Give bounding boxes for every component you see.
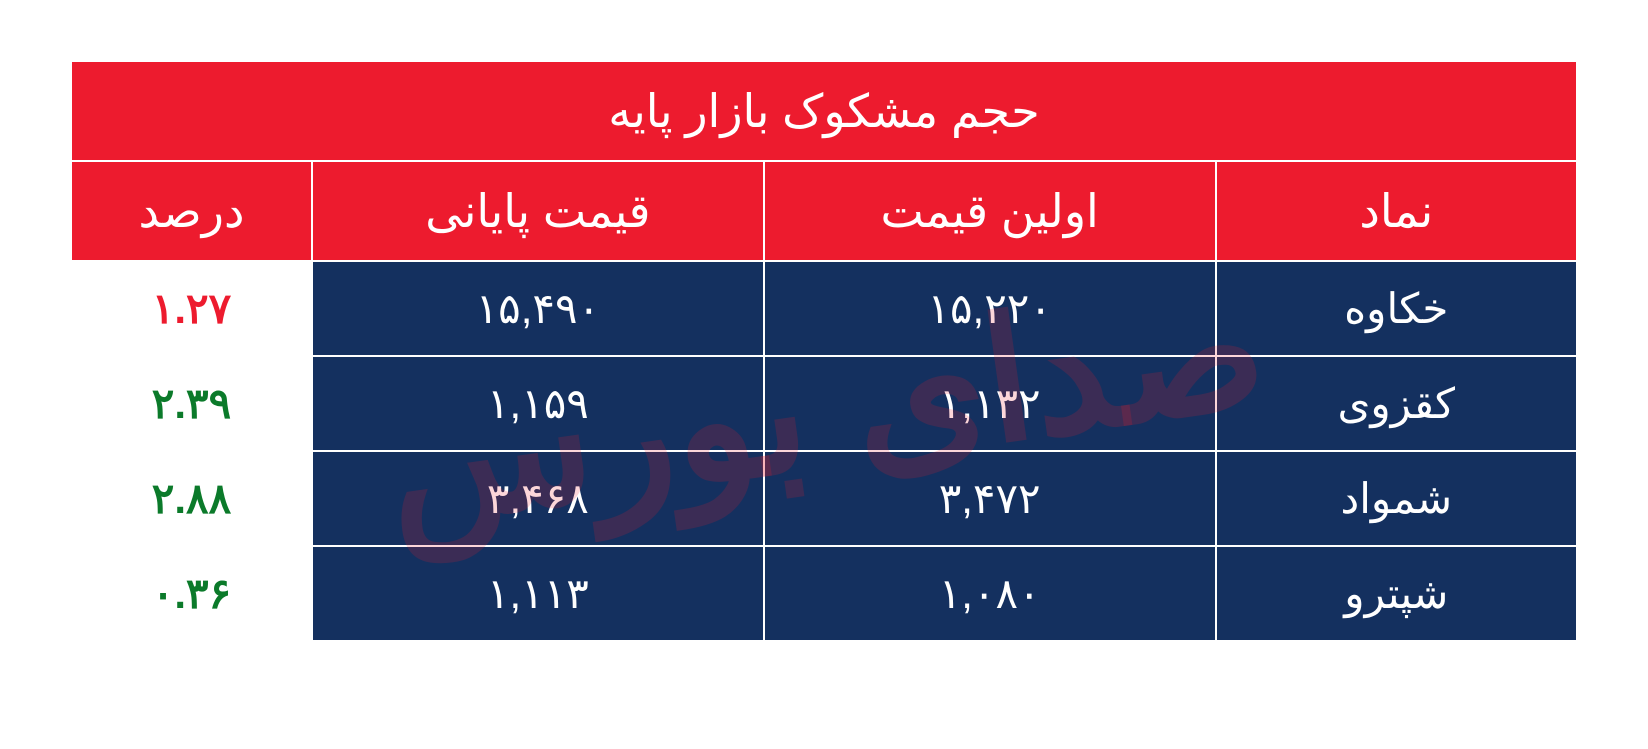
cell-percent: ۱.۲۷: [71, 261, 312, 356]
table-title: حجم مشکوک بازار پایه: [71, 61, 1577, 161]
table-row: کقزوی۱,۱۳۲۱,۱۵۹۲.۳۹: [71, 356, 1577, 451]
cell-first-price: ۱۵,۲۲۰: [764, 261, 1216, 356]
table-row: شپترو۱,۰۸۰۱,۱۱۳۰.۳۶: [71, 546, 1577, 641]
header-percent: درصد: [71, 161, 312, 261]
cell-first-price: ۳,۴۷۲: [764, 451, 1216, 546]
table-row: خکاوه۱۵,۲۲۰۱۵,۴۹۰۱.۲۷: [71, 261, 1577, 356]
table-body: خکاوه۱۵,۲۲۰۱۵,۴۹۰۱.۲۷کقزوی۱,۱۳۲۱,۱۵۹۲.۳۹…: [71, 261, 1577, 641]
cell-symbol: خکاوه: [1216, 261, 1577, 356]
title-row: حجم مشکوک بازار پایه: [71, 61, 1577, 161]
cell-last-price: ۱,۱۵۹: [312, 356, 764, 451]
cell-symbol: شپترو: [1216, 546, 1577, 641]
header-row: نماد اولین قیمت قیمت پایانی درصد: [71, 161, 1577, 261]
cell-percent: ۲.۳۹: [71, 356, 312, 451]
cell-first-price: ۱,۱۳۲: [764, 356, 1216, 451]
cell-last-price: ۳,۴۶۸: [312, 451, 764, 546]
table-row: شمواد۳,۴۷۲۳,۴۶۸۲.۸۸: [71, 451, 1577, 546]
market-table: حجم مشکوک بازار پایه نماد اولین قیمت قیم…: [70, 60, 1578, 642]
cell-symbol: کقزوی: [1216, 356, 1577, 451]
header-last-price: قیمت پایانی: [312, 161, 764, 261]
table-container: صدای بورس حجم مشکوک بازار پایه نماد اولی…: [0, 0, 1648, 702]
cell-symbol: شمواد: [1216, 451, 1577, 546]
cell-first-price: ۱,۰۸۰: [764, 546, 1216, 641]
header-symbol: نماد: [1216, 161, 1577, 261]
header-first-price: اولین قیمت: [764, 161, 1216, 261]
cell-percent: ۲.۸۸: [71, 451, 312, 546]
cell-last-price: ۱۵,۴۹۰: [312, 261, 764, 356]
cell-percent: ۰.۳۶: [71, 546, 312, 641]
cell-last-price: ۱,۱۱۳: [312, 546, 764, 641]
